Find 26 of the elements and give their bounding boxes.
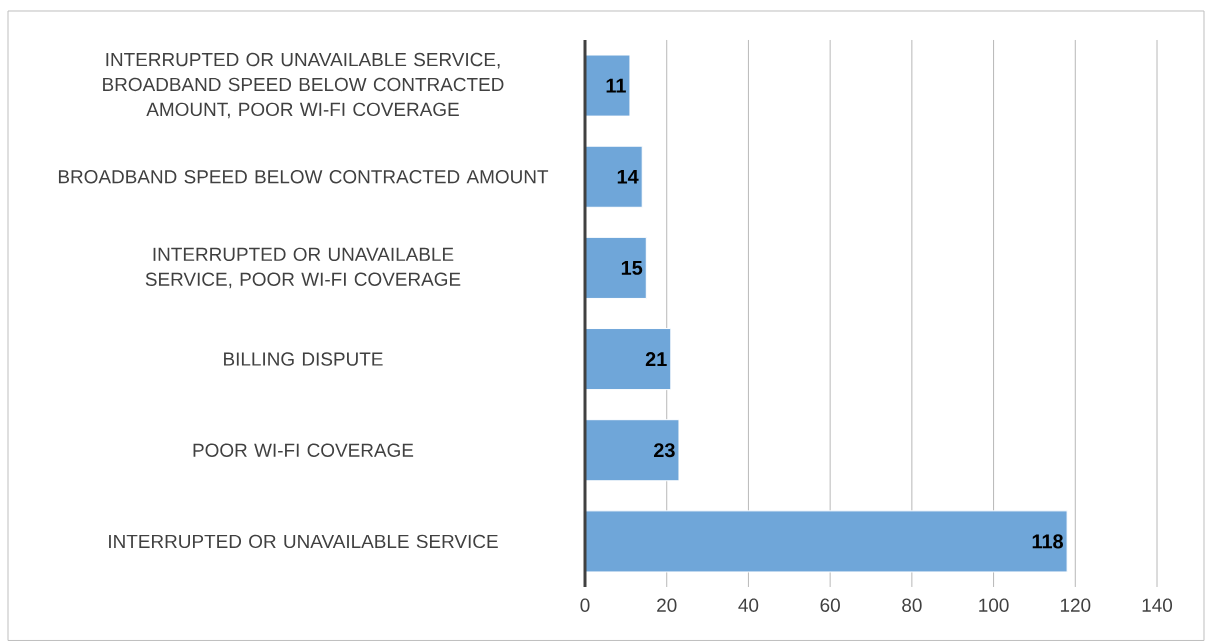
y-tick-label: INTERRUPTED OR UNAVAILABLE SERVICE, POOR WI-FI COVERAGE	[145, 247, 461, 289]
bar	[584, 419, 680, 482]
data-label: 118	[1032, 534, 1063, 549]
x-tick-label: 0	[580, 598, 590, 612]
x-tick-label: 120	[1060, 598, 1091, 612]
y-tick-label: INTERRUPTED OR UNAVAILABLE SERVICE, BROADBAND SPEED BELOW CONTRACTED AMOUNT, POOR WI-FI COVERAGE	[103, 52, 504, 119]
x-tick-label: 60	[820, 598, 840, 612]
data-label: 21	[645, 352, 667, 367]
bar	[584, 236, 647, 299]
data-label: 11	[606, 78, 626, 93]
bar	[584, 328, 672, 391]
x-tick-label: 140	[1142, 598, 1173, 612]
y-tick-label: BILLING DISPUTE	[224, 352, 383, 366]
y-tick-label: POOR WI-FI COVERAGE	[193, 443, 414, 457]
y-tick-label: BROADBAND SPEED BELOW CONTRACTED AMOUNT	[58, 170, 549, 184]
data-label: 15	[621, 260, 643, 275]
bar	[584, 510, 1068, 573]
x-tick-label: 20	[657, 598, 677, 612]
x-tick-label: 80	[902, 598, 922, 612]
data-label: 14	[617, 169, 639, 184]
x-tick-label: 40	[738, 598, 759, 612]
y-tick-label: INTERRUPTED OR UNAVAILABLE SERVICE	[109, 534, 498, 549]
x-tick-label: 100	[979, 598, 1009, 612]
bar	[584, 145, 643, 208]
bar	[584, 54, 631, 117]
data-label: 23	[653, 443, 675, 458]
